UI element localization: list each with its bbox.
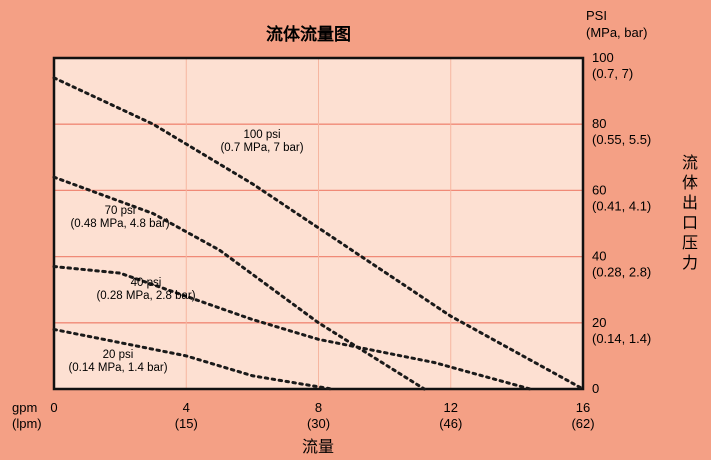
y-axis-label-char: 力 [682, 254, 698, 272]
y-axis-label-char: 体 [682, 174, 698, 192]
y-tick-label: 40 [592, 249, 606, 264]
series-line-1 [52, 175, 426, 391]
y-tick-sublabel: (0.55, 5.5) [592, 132, 651, 147]
series-sublabel-2: (0.28 MPa, 2.8 bar) [96, 290, 195, 302]
series-line-2 [52, 265, 532, 391]
series-sublabel-1: (0.48 MPa, 4.8 bar) [70, 218, 169, 230]
series-sublabel-0: (0.7 MPa, 7 bar) [220, 142, 303, 154]
x-tick-label: 16 [576, 400, 590, 415]
x-tick-label: 12 [444, 400, 458, 415]
x-tick-label: 8 [315, 400, 322, 415]
y-tick-label: 60 [592, 182, 606, 197]
y-tick-sublabel: (0.14, 1.4) [592, 331, 651, 346]
y-tick-sublabel: (0.28, 2.8) [592, 265, 651, 280]
y-axis-label-char: 出 [682, 194, 698, 212]
x-tick-label: 4 [183, 400, 190, 415]
series-label-0: 100 psi [243, 129, 280, 141]
y-tick-sublabel: (0.7, 7) [592, 66, 633, 81]
series-label-3: 20 psi [103, 349, 134, 361]
x-axis-label: 流量 [302, 438, 334, 456]
y-unit-primary: PSI [586, 8, 607, 23]
chart-title: 流体流量图 [266, 24, 351, 44]
y-tick-label: 80 [592, 116, 606, 131]
x-unit-primary: gpm [12, 400, 37, 415]
series-line-0 [52, 76, 585, 391]
x-tick-sublabel: (46) [439, 416, 462, 431]
series-line-3 [52, 327, 334, 391]
y-axis-label-char: 口 [682, 215, 698, 232]
y-tick-label: 0 [592, 381, 599, 396]
plot-frame [52, 56, 585, 391]
y-axis-label-char: 压 [682, 235, 698, 252]
y-axis-label-char: 流 [682, 154, 698, 172]
y-unit-secondary: (MPa, bar) [586, 25, 647, 40]
series-label-1: 70 psi [105, 205, 136, 217]
x-tick-sublabel: (15) [175, 416, 198, 431]
x-unit-secondary: (lpm) [12, 416, 42, 431]
series-label-2: 40 psi [131, 277, 162, 289]
x-tick-sublabel: (30) [307, 416, 330, 431]
y-tick-label: 100 [592, 50, 614, 65]
y-tick-label: 20 [592, 315, 606, 330]
x-tick-label: 0 [50, 400, 57, 415]
x-tick-sublabel: (62) [571, 416, 594, 431]
y-tick-sublabel: (0.41, 4.1) [592, 198, 651, 213]
series-sublabel-3: (0.14 MPa, 1.4 bar) [68, 362, 167, 374]
